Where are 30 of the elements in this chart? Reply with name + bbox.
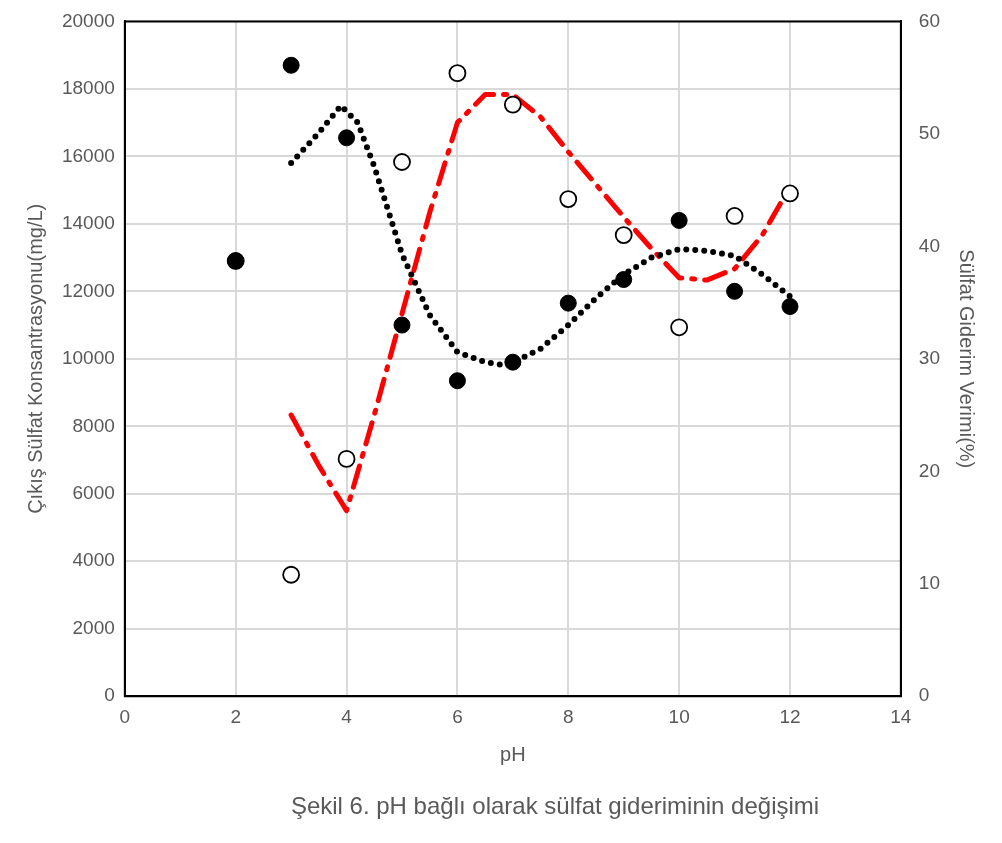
x-tick-label: 14	[890, 705, 912, 727]
y-tick-label: 2000	[72, 616, 115, 638]
y-tick-label: 6000	[72, 481, 115, 503]
y-tick-label: 16000	[61, 144, 115, 166]
y2-tick-label: 60	[918, 9, 941, 31]
y2-tick-label: 0	[918, 684, 930, 706]
x-tick-label: 8	[562, 705, 574, 727]
x-tick-label: 12	[779, 705, 801, 727]
y-tick-label: 8000	[72, 414, 115, 436]
y-tick-label: 10000	[61, 347, 115, 369]
x-tick-label: 2	[230, 705, 241, 727]
x-axis-title: pH	[500, 742, 526, 765]
y2-tick-label: 20	[918, 459, 941, 481]
y2-tick-label: 30	[918, 347, 941, 369]
y-tick-label: 20000	[61, 9, 115, 31]
y-tick-label: 12000	[61, 279, 115, 301]
y2-tick-label: 10	[918, 571, 941, 593]
x-tick-label: 10	[668, 705, 690, 727]
y-tick-label: 18000	[61, 77, 115, 99]
y-tick-label: 14000	[61, 212, 115, 234]
y-tick-label: 0	[104, 684, 115, 706]
y2-tick-label: 40	[918, 234, 941, 256]
y-axis-title: Çıkış Sülfat Konsantrasyonu(mg/L)	[23, 203, 46, 514]
x-tick-label: 6	[452, 705, 463, 727]
y2-axis-title: Sülfat Giderim Verimi(%)	[956, 249, 979, 469]
x-tick-label: 4	[341, 705, 353, 727]
y-tick-label: 4000	[72, 549, 115, 571]
y2-tick-label: 50	[918, 122, 941, 144]
x-tick-label: 0	[119, 705, 131, 727]
text: Şekil 6. pH bağlı olarak sülfat gideriminin değişimi	[290, 791, 820, 819]
